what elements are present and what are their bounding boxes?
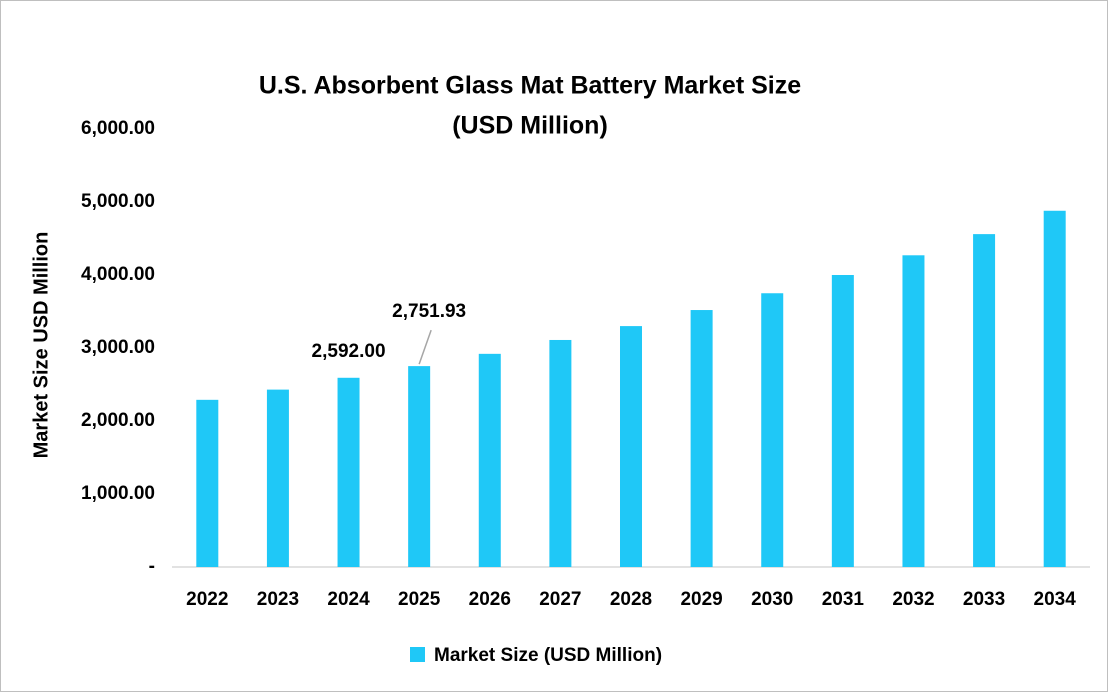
bar xyxy=(831,275,854,567)
legend-swatch xyxy=(410,647,425,662)
x-tick-label: 2032 xyxy=(892,589,934,610)
bar xyxy=(620,326,642,567)
y-tick-label: 1,000.00 xyxy=(81,483,155,504)
y-tick-label: 4,000.00 xyxy=(81,264,155,285)
x-tick-label: 2028 xyxy=(610,589,652,610)
legend-label: Market Size (USD Million) xyxy=(434,645,662,666)
data-label: 2,751.93 xyxy=(392,301,466,322)
x-tick-label: 2023 xyxy=(257,589,299,610)
x-tick-label: 2025 xyxy=(398,589,441,610)
leader-line xyxy=(418,329,432,365)
data-label: 2,592.00 xyxy=(312,341,386,362)
bar xyxy=(973,234,996,567)
bar xyxy=(1043,210,1066,567)
bar xyxy=(266,389,289,567)
bar xyxy=(761,293,784,567)
x-tick-label: 2022 xyxy=(186,589,228,610)
y-tick-label: - xyxy=(149,556,155,577)
bar xyxy=(337,377,360,567)
y-tick-label: 2,000.00 xyxy=(81,410,155,431)
x-tick-label: 2024 xyxy=(327,589,370,610)
y-tick-label: 3,000.00 xyxy=(81,337,155,358)
x-tick-label: 2027 xyxy=(539,589,581,610)
chart-title: U.S. Absorbent Glass Mat Battery Market … xyxy=(259,72,801,100)
chart-title: (USD Million) xyxy=(452,112,608,140)
x-tick-label: 2034 xyxy=(1034,589,1077,610)
bar xyxy=(690,310,713,567)
x-tick-label: 2031 xyxy=(822,589,865,610)
y-tick-label: 5,000.00 xyxy=(81,191,155,212)
bar xyxy=(408,366,431,567)
bar xyxy=(902,255,925,568)
x-tick-label: 2029 xyxy=(680,589,722,610)
x-tick-label: 2033 xyxy=(963,589,1005,610)
y-axis-label: Market Size USD Million xyxy=(30,232,52,459)
y-tick-label: 6,000.00 xyxy=(81,118,155,139)
bar xyxy=(549,339,572,567)
x-tick-label: 2030 xyxy=(751,589,793,610)
bar xyxy=(478,353,501,567)
x-tick-label: 2026 xyxy=(469,589,511,610)
bar xyxy=(196,399,219,567)
